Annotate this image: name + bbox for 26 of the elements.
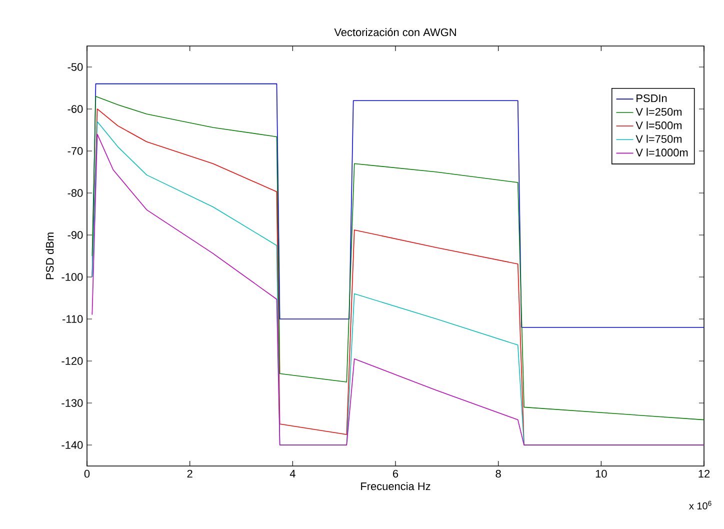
legend-label: V l=750m — [636, 134, 682, 143]
legend-label: V l=1000m — [636, 148, 688, 156]
legend-label: V l=500m — [636, 121, 682, 130]
y-tick-label: -130 — [62, 399, 83, 407]
chart-title: Vectorización con AWGN — [334, 28, 456, 36]
y-tick-label: -120 — [62, 357, 83, 365]
y-axis-title: PSD dBm — [46, 232, 54, 280]
text: x 10$^{6}$ — [689, 500, 712, 510]
x-tick-label: 2 — [187, 470, 192, 478]
legend-label: PSDIn — [636, 94, 667, 102]
y-tick-label: -140 — [62, 441, 83, 449]
x-tick-label: 6 — [393, 470, 398, 478]
x-tick-label: 10 — [596, 470, 607, 478]
y-tick-label: -60 — [68, 105, 83, 113]
x-axis-title: Frecuencia Hz — [361, 482, 430, 490]
x-tick-label: 0 — [84, 470, 90, 478]
y-tick-label: -90 — [68, 231, 83, 239]
y-tick-label: -100 — [62, 273, 83, 281]
y-tick-label: -110 — [62, 315, 83, 323]
x-tick-label: 12 — [698, 470, 710, 478]
y-tick-label: -50 — [68, 63, 83, 71]
y-tick-label: -80 — [68, 189, 83, 197]
y-tick-label: -70 — [68, 147, 83, 155]
x-tick-label: 4 — [290, 470, 296, 478]
legend-label: V l=250m — [636, 108, 682, 116]
x-tick-label: 8 — [496, 470, 501, 478]
